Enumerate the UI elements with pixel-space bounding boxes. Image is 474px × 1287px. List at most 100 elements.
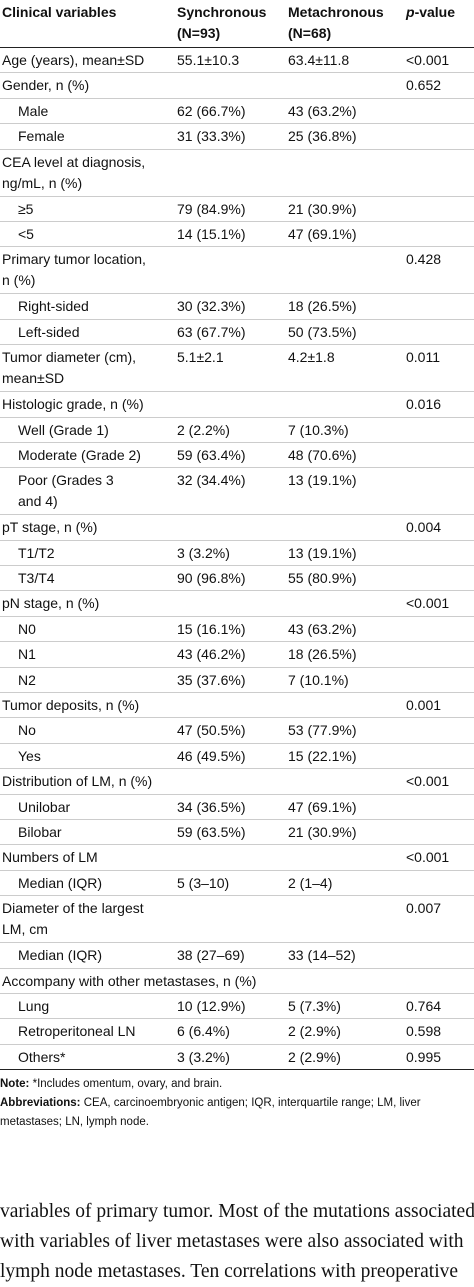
table-cell: 0.007 (406, 900, 442, 917)
table-cell (286, 392, 404, 417)
table-body: Age (years), mean±SD 55.1±10.3 63.4±11.8 <0… (0, 48, 474, 1070)
table-cell: Others* (18, 1048, 66, 1065)
table-cell (404, 667, 474, 692)
table-cell: 0.428 (406, 251, 442, 268)
table-cell: 79 (84.9%) (177, 200, 246, 217)
table-cell: 15 (16.1%) (177, 620, 246, 637)
table-cell: Retroperitoneal LN (18, 1023, 136, 1040)
table-cell: 10 (12.9%) (177, 997, 246, 1014)
table-row: Lung 10 (12.9%) 5 (7.3%) 0.764 (0, 993, 474, 1019)
table-row: Others* 3 (3.2%) 2 (2.9%) 0.995 (0, 1044, 474, 1070)
table-row: T3/T4 90 (96.8%) 55 (80.9%) (0, 566, 474, 591)
table-cell (175, 896, 286, 943)
table-cell: 46 (49.5%) (177, 747, 246, 764)
table-cell (404, 196, 474, 221)
table-cell: 18 (26.5%) (288, 298, 357, 315)
table-cell: 33 (14–52) (288, 947, 356, 964)
table-row: Primary tumor location, n (%) 0.428 (0, 247, 474, 294)
table-row: <5 14 (15.1%) 47 (69.1%) (0, 221, 474, 247)
table-cell: 25 (36.8%) (288, 128, 357, 145)
table-cell: No (18, 722, 36, 739)
table-cell (175, 591, 286, 616)
table-row: Unilobar 34 (36.5%) 47 (69.1%) (0, 794, 474, 820)
table-cell (175, 515, 286, 540)
table-cell: Numbers of LM (2, 849, 98, 866)
header-cell: p-value (406, 4, 456, 20)
table-cell: 90 (96.8%) (177, 570, 246, 587)
table-cell: Distribution of LM, n (%) (2, 773, 153, 790)
table-cell: T1/T2 (18, 544, 55, 561)
table-cell: 0.001 (406, 697, 442, 714)
table-cell: Primary tumor location, n (%) (2, 251, 146, 289)
table-cell (404, 642, 474, 667)
table-cell (175, 769, 286, 794)
table-cell: Poor (Grades 3 and 4) (18, 472, 114, 510)
table-cell (404, 718, 474, 743)
abbreviations: Abbreviations: CEA, carcinoembryonic ant… (0, 1094, 474, 1132)
table-cell: Moderate (Grade 2) (18, 446, 141, 463)
notes: Note: *Includes omentum, ovary, and brai… (0, 1075, 474, 1132)
table-cell (404, 794, 474, 819)
table-cell: 21 (30.9%) (288, 200, 357, 217)
table-cell: 0.598 (406, 1023, 442, 1040)
table-cell: Lung (18, 997, 50, 1014)
table-row: Poor (Grades 3 and 4) 32 (34.4%) 13 (19.1%… (0, 468, 474, 515)
table-row: Age (years), mean±SD 55.1±10.3 63.4±11.8 <0… (0, 48, 474, 73)
body-line: variables of primary tumor. Most of the … (0, 1201, 474, 1222)
table-cell: 7 (10.3%) (288, 421, 349, 438)
table-cell (175, 845, 286, 870)
table-cell: Age (years), mean±SD (2, 52, 145, 68)
table-cell: 35 (37.6%) (177, 671, 246, 688)
table-cell: 2 (2.2%) (177, 421, 230, 438)
table-cell (175, 392, 286, 417)
note: Note: *Includes omentum, ovary, and brai… (0, 1075, 474, 1094)
table-cell: Tumor diameter (cm), mean±SD (2, 349, 137, 387)
table-row: CEA level at diagnosis, ng/mL, n (%) (0, 149, 474, 197)
table-cell (404, 616, 474, 641)
table-cell (175, 73, 286, 98)
abbreviations-label: Abbreviations: (0, 1097, 81, 1109)
header-cell: Clinical variables (2, 4, 117, 20)
table-cell (404, 319, 474, 344)
table-row: Well (Grade 1) 2 (2.2%) 7 (10.3%) (0, 417, 474, 443)
body-text: variables of primary tumor. Most of the … (0, 1197, 474, 1287)
table-cell: 34 (36.5%) (177, 798, 246, 815)
table-cell (286, 591, 404, 616)
table-cell: 18 (26.5%) (288, 646, 357, 663)
table-cell: Male (18, 102, 49, 119)
table-row: N2 35 (37.6%) 7 (10.1%) (0, 667, 474, 693)
table-cell (175, 693, 286, 718)
table-cell (286, 247, 404, 294)
table-row: Retroperitoneal LN 6 (6.4%) 2 (2.9%) 0.598 (0, 1019, 474, 1045)
note-text: *Includes omentum, ovary, and brain. (32, 1078, 223, 1090)
table-cell (404, 124, 474, 149)
table-cell: 59 (63.5%) (177, 823, 246, 840)
table-cell: 0.995 (406, 1048, 442, 1065)
note-label: Note: (0, 1078, 30, 1090)
table-cell: Unilobar (18, 798, 71, 815)
table-row: Accompany with other metastases, n (%) (0, 968, 474, 994)
table-row: Yes 46 (49.5%) 15 (22.1%) (0, 743, 474, 769)
table-cell: 6 (6.4%) (177, 1023, 230, 1040)
table-cell: 14 (15.1%) (177, 225, 246, 242)
table-row: Histologic grade, n (%) 0.016 (0, 392, 474, 418)
table-cell (404, 743, 474, 768)
table-cell: 43 (46.2%) (177, 646, 246, 663)
table-cell: Left-sided (18, 323, 80, 340)
table-row: Numbers of LM <0.001 (0, 845, 474, 871)
table-cell: 2 (2.9%) (288, 1023, 341, 1040)
table-cell: 63 (67.7%) (177, 323, 246, 340)
table-cell (404, 442, 474, 467)
table-cell (404, 540, 474, 565)
table-cell: 63.4±11.8 (288, 52, 350, 68)
table-cell: 3 (3.2%) (177, 544, 230, 561)
table-cell: N2 (18, 671, 36, 688)
table-cell: 0.004 (406, 519, 442, 536)
table-cell (404, 566, 474, 591)
table-cell: 2 (1–4) (288, 874, 333, 891)
table-cell (286, 769, 404, 794)
table-row: Median (IQR) 38 (27–69) 33 (14–52) (0, 943, 474, 969)
table-row: Male 62 (66.7%) 43 (63.2%) (0, 98, 474, 124)
table-cell: 5 (3–10) (177, 874, 230, 891)
table-cell: 32 (34.4%) (177, 472, 246, 489)
